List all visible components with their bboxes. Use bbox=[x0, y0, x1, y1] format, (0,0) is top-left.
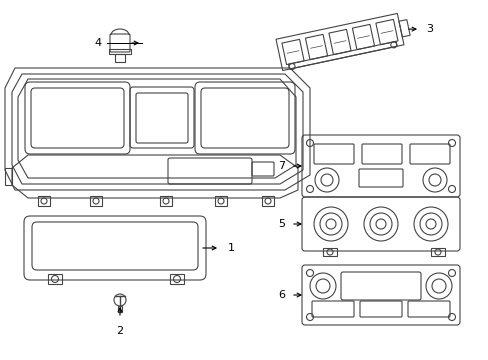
Bar bbox=[262, 196, 273, 206]
Bar bbox=[118, 306, 122, 312]
Bar bbox=[323, 248, 336, 256]
Bar bbox=[160, 196, 172, 206]
Bar bbox=[109, 49, 131, 54]
Bar bbox=[115, 54, 125, 62]
Text: 6: 6 bbox=[278, 290, 285, 300]
Text: 5: 5 bbox=[278, 219, 285, 229]
Text: 1: 1 bbox=[227, 243, 235, 253]
Bar bbox=[215, 196, 226, 206]
Text: 2: 2 bbox=[116, 326, 123, 336]
Bar bbox=[430, 248, 444, 256]
Text: 4: 4 bbox=[95, 38, 102, 48]
Bar bbox=[48, 274, 62, 284]
Bar bbox=[90, 196, 102, 206]
Bar bbox=[170, 274, 183, 284]
Text: 3: 3 bbox=[425, 24, 432, 34]
Text: 7: 7 bbox=[277, 161, 285, 171]
Bar bbox=[38, 196, 50, 206]
